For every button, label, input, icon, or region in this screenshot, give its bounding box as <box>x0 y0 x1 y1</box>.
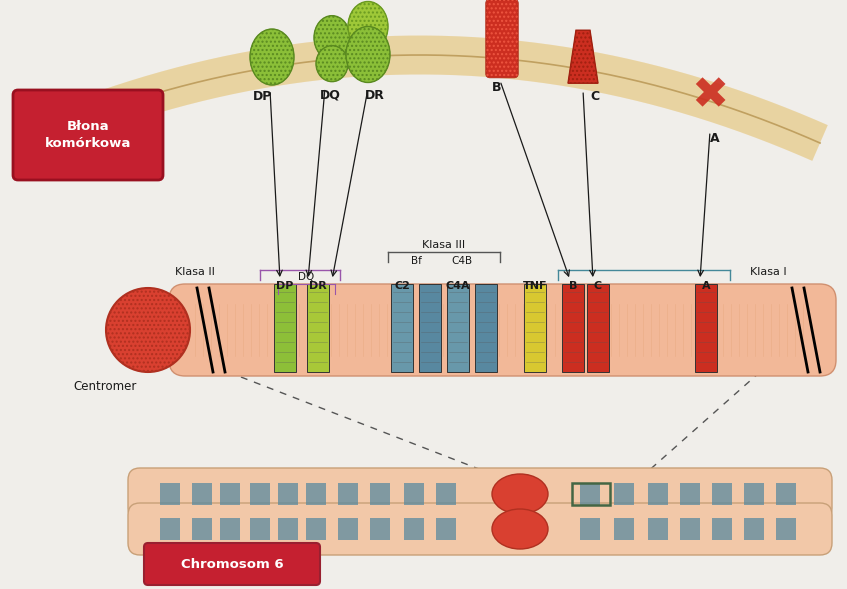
Bar <box>614 518 634 540</box>
Bar <box>648 518 668 540</box>
FancyBboxPatch shape <box>144 543 320 585</box>
Bar <box>712 483 732 505</box>
Bar <box>370 483 390 505</box>
Bar <box>587 284 609 372</box>
FancyBboxPatch shape <box>128 503 832 555</box>
Text: B: B <box>569 281 577 291</box>
Bar <box>712 518 732 540</box>
Bar <box>220 483 240 505</box>
Bar <box>160 518 180 540</box>
Bar <box>306 483 326 505</box>
Bar <box>391 284 413 372</box>
Text: C4B: C4B <box>451 256 473 266</box>
FancyBboxPatch shape <box>169 284 836 376</box>
Bar <box>436 483 456 505</box>
FancyBboxPatch shape <box>13 90 163 180</box>
Text: C: C <box>590 90 600 103</box>
Bar <box>220 518 240 540</box>
Bar <box>338 483 358 505</box>
Text: Bf: Bf <box>411 256 422 266</box>
Ellipse shape <box>316 46 348 82</box>
Text: Chromosom 6: Chromosom 6 <box>180 558 283 571</box>
Text: Klasa I: Klasa I <box>750 267 787 277</box>
Text: Klasa III: Klasa III <box>423 240 466 250</box>
Polygon shape <box>568 30 598 83</box>
Text: DQ: DQ <box>319 89 340 102</box>
Bar <box>776 483 796 505</box>
Text: B: B <box>492 81 501 94</box>
Text: A: A <box>710 133 720 145</box>
Text: TNF: TNF <box>523 281 547 291</box>
Text: Centromer: Centromer <box>74 380 136 393</box>
Ellipse shape <box>250 29 294 85</box>
Bar <box>447 284 469 372</box>
Bar <box>192 518 212 540</box>
Bar <box>370 518 390 540</box>
Bar <box>580 483 600 505</box>
Bar <box>278 518 298 540</box>
Text: DP: DP <box>276 281 294 291</box>
Bar <box>562 284 584 372</box>
Bar <box>250 518 270 540</box>
Bar <box>436 518 456 540</box>
Text: DR: DR <box>365 90 385 102</box>
Text: Klasa II: Klasa II <box>175 267 215 277</box>
Bar <box>524 284 546 372</box>
Bar <box>580 518 600 540</box>
Ellipse shape <box>492 509 548 549</box>
Ellipse shape <box>348 2 388 51</box>
Bar <box>475 284 497 372</box>
Bar <box>680 483 700 505</box>
Bar <box>572 483 610 505</box>
Bar <box>648 483 668 505</box>
Bar <box>160 483 180 505</box>
Bar <box>680 518 700 540</box>
Bar <box>419 284 441 372</box>
Bar <box>274 284 296 372</box>
Bar <box>744 518 764 540</box>
Text: ✖: ✖ <box>691 75 728 118</box>
Bar <box>404 518 424 540</box>
Ellipse shape <box>106 288 190 372</box>
Bar <box>306 518 326 540</box>
FancyBboxPatch shape <box>128 468 832 520</box>
Bar <box>338 518 358 540</box>
Text: C4A: C4A <box>446 281 470 291</box>
Text: Błona
komórkowa: Błona komórkowa <box>45 120 131 150</box>
Bar <box>776 518 796 540</box>
FancyBboxPatch shape <box>486 0 518 78</box>
Text: DP: DP <box>253 90 273 103</box>
Text: A: A <box>701 281 711 291</box>
Bar <box>250 483 270 505</box>
Bar <box>307 284 329 372</box>
Bar <box>614 483 634 505</box>
Ellipse shape <box>492 474 548 514</box>
Bar <box>744 483 764 505</box>
Ellipse shape <box>346 27 390 82</box>
Bar <box>278 483 298 505</box>
Bar <box>404 483 424 505</box>
Text: DR: DR <box>309 281 327 291</box>
Text: C2: C2 <box>394 281 410 291</box>
Bar <box>192 483 212 505</box>
Bar <box>695 284 717 372</box>
Text: DQ: DQ <box>298 272 314 282</box>
Text: C: C <box>594 281 602 291</box>
Ellipse shape <box>314 16 350 59</box>
